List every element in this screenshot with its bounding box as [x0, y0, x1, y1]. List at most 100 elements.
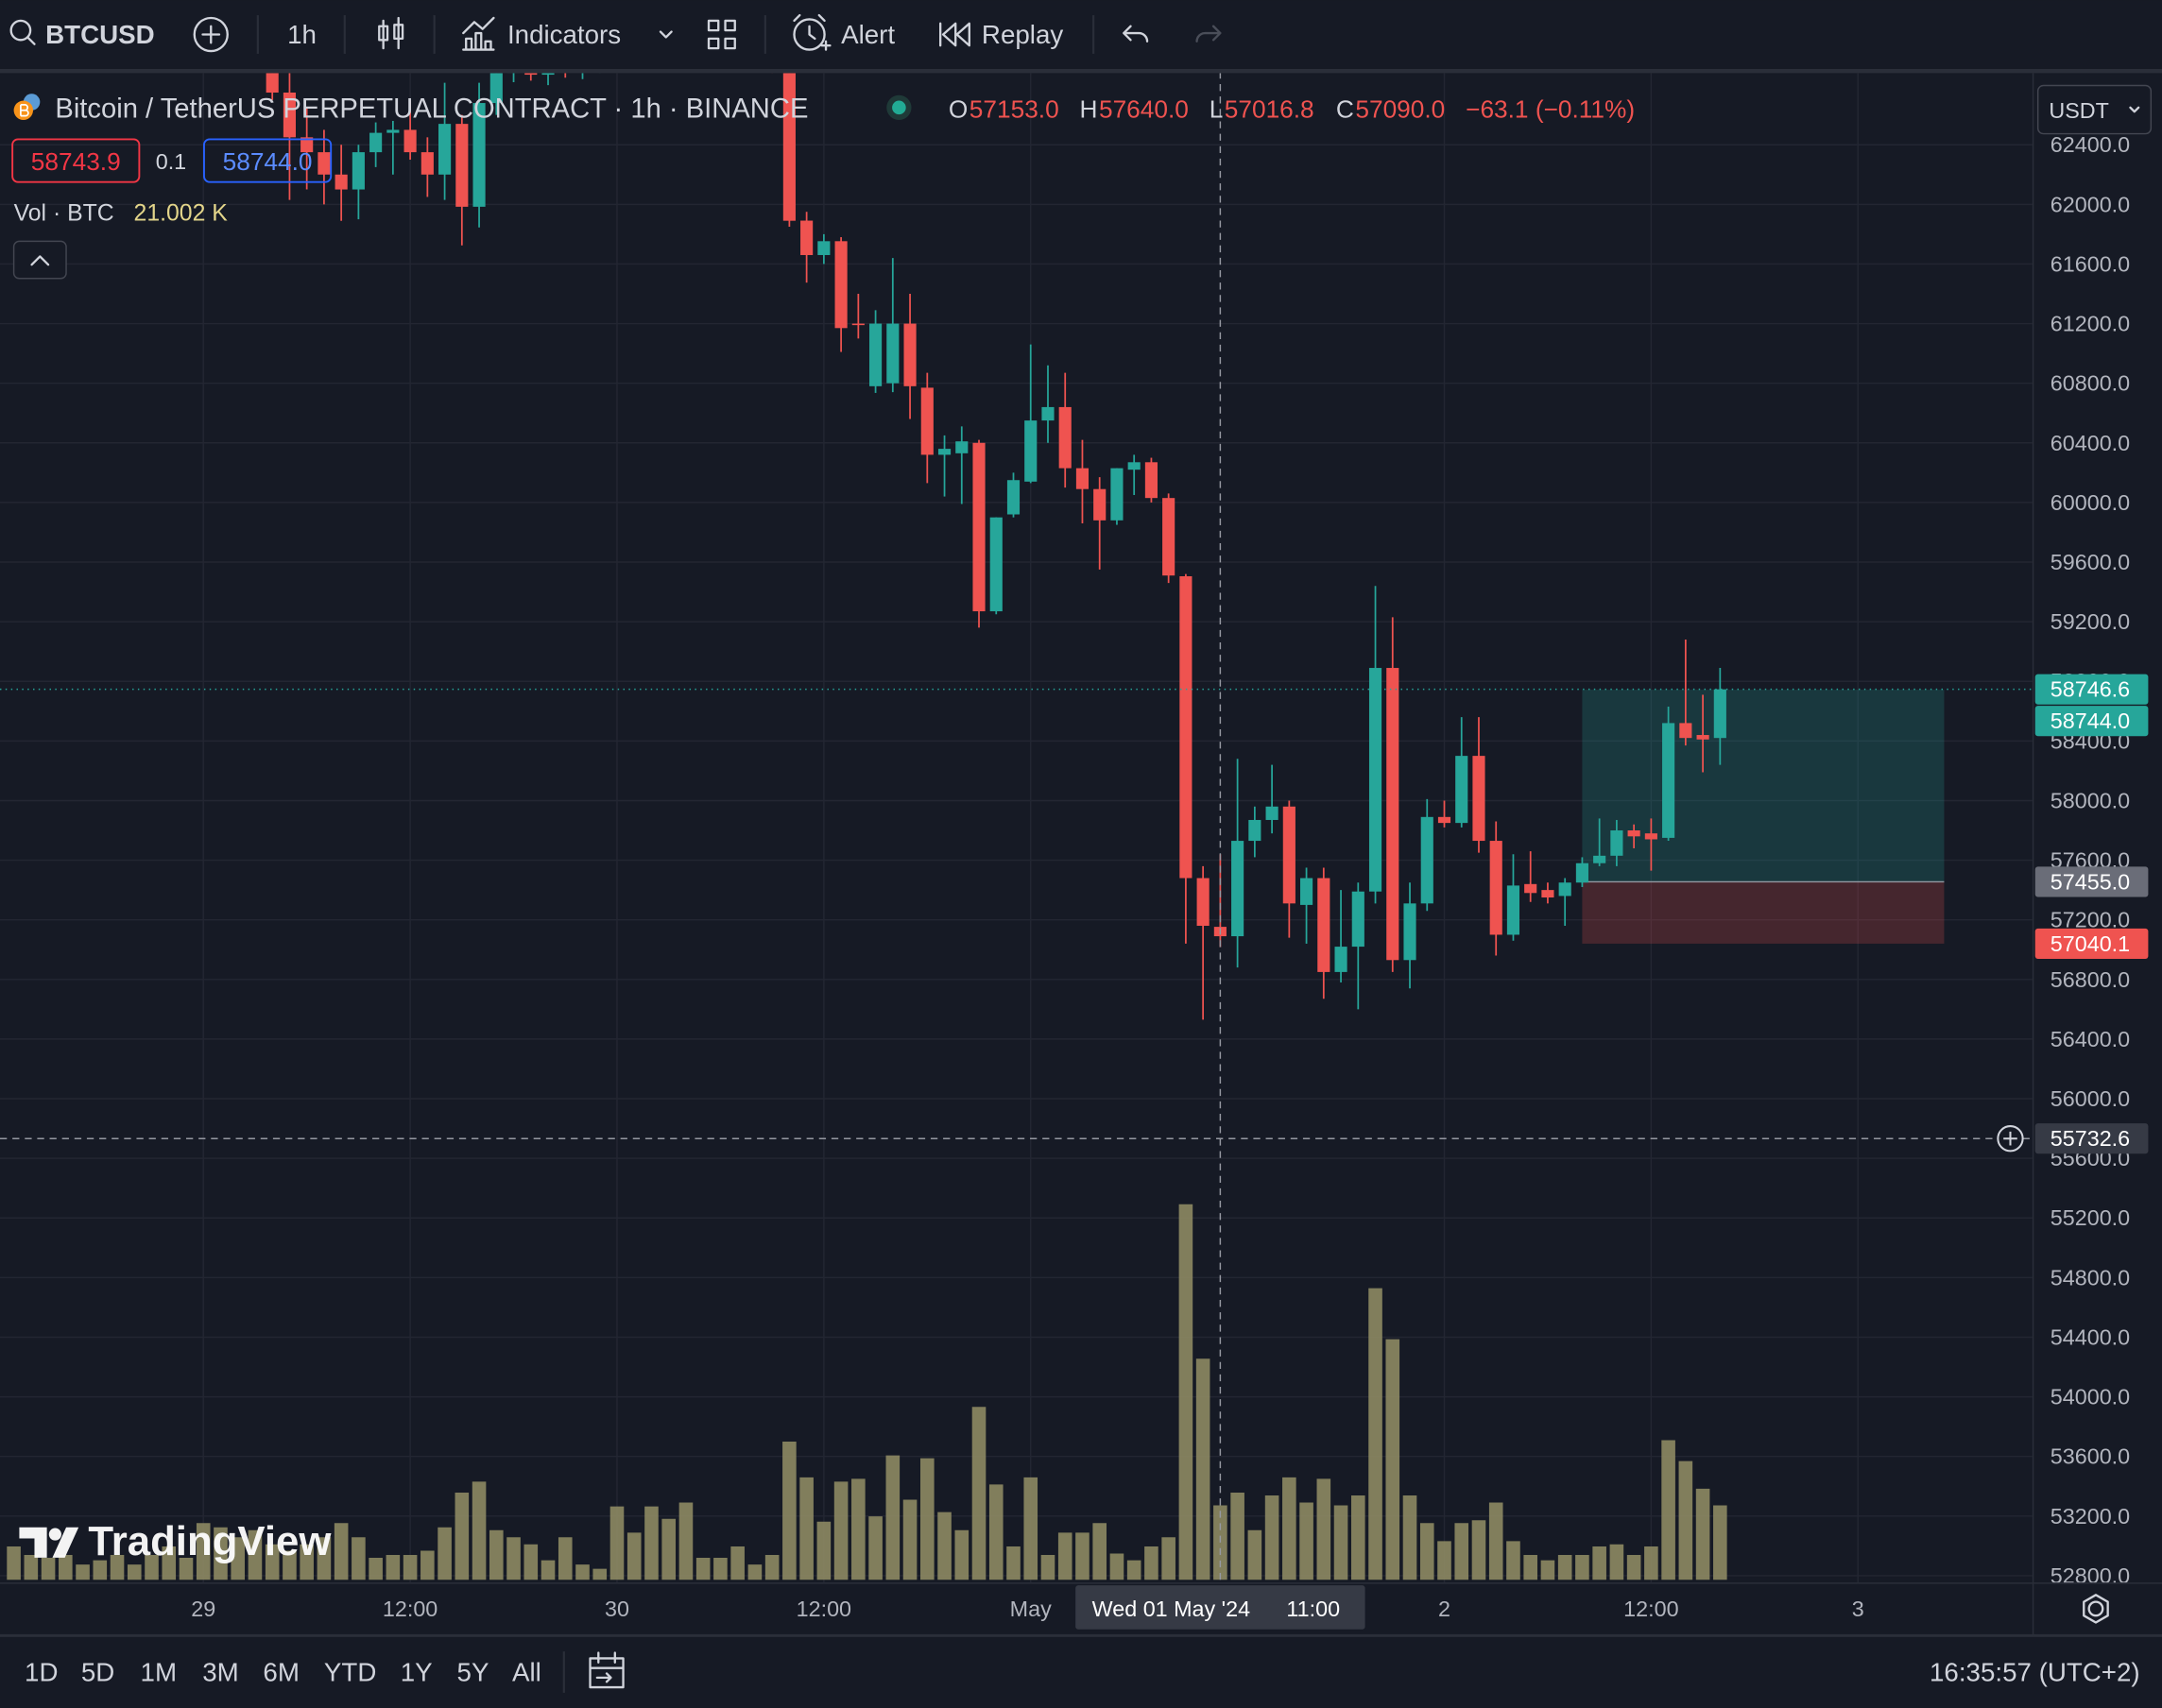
volume-bar	[678, 1502, 694, 1580]
market-status[interactable]	[892, 100, 906, 115]
interval[interactable]: 1h	[287, 20, 317, 49]
volume-bar	[1006, 1546, 1021, 1580]
collapse-icon[interactable]	[30, 255, 50, 266]
x-tick-label: 3	[1852, 1597, 1864, 1621]
volume-bar	[300, 1544, 314, 1580]
currency-select[interactable]	[2036, 84, 2153, 135]
candle-body	[1610, 830, 1623, 856]
alert-icon[interactable]	[793, 13, 832, 51]
volume-bar	[1264, 1495, 1279, 1580]
position-tool[interactable]	[1582, 690, 1945, 944]
chevron[interactable]	[659, 30, 673, 39]
settings-icon[interactable]	[2083, 1594, 2109, 1624]
candle-body	[1575, 863, 1588, 883]
volume-bar	[248, 1529, 263, 1580]
candle-body	[1403, 903, 1416, 961]
y-tick-label: 54400.0	[2050, 1324, 2130, 1349]
candle-body	[1713, 689, 1726, 739]
volume-bar	[179, 1558, 194, 1580]
volume-bar	[1075, 1532, 1090, 1580]
volume-bar	[265, 1544, 280, 1580]
crosshair-time: 11:00	[1286, 1597, 1340, 1621]
sell-price[interactable]: 58743.9	[31, 147, 121, 176]
range-button[interactable]: 1D	[25, 1658, 58, 1687]
indicators-button[interactable]: Indicators	[507, 20, 621, 49]
volume-bar	[24, 1555, 39, 1580]
candle-body	[1386, 668, 1399, 961]
plot-area	[0, 73, 2033, 1583]
compare-button[interactable]	[193, 16, 229, 53]
add-icon[interactable]	[193, 16, 229, 53]
volume-bar	[59, 1555, 73, 1580]
volume-bar	[369, 1558, 383, 1580]
volume-bar	[352, 1537, 366, 1580]
symbol-search[interactable]: BTCUSD	[9, 19, 155, 49]
candle-body	[317, 152, 331, 175]
replay-button[interactable]: Replay	[982, 20, 1063, 49]
symbol[interactable]: BTCUSD	[45, 20, 154, 49]
chart-type-icon[interactable]	[378, 16, 404, 50]
loss-zone[interactable]	[1582, 881, 1945, 944]
volume-bar	[988, 1484, 1004, 1580]
candle-body	[1696, 735, 1709, 740]
range-button[interactable]: 5D	[81, 1658, 114, 1687]
crosshair-date: Wed 01 May '24	[1092, 1597, 1250, 1621]
candle-body	[1644, 833, 1657, 840]
redo-icon[interactable]	[1195, 25, 1222, 43]
search-icon[interactable]	[26, 36, 36, 45]
search-icon[interactable]	[9, 19, 32, 42]
time-axis: 29 12:00 30 12:00 May 2 12:00 3 Wed 01 May '24 11…	[191, 1585, 1864, 1630]
volume-label[interactable]: Vol · BTC	[14, 201, 114, 227]
chevron[interactable]	[2129, 106, 2140, 113]
currency[interactable]: USDT	[2049, 98, 2109, 123]
x-tick-label: 30	[605, 1597, 629, 1621]
volume-bar	[231, 1537, 246, 1580]
volume-bar	[1282, 1477, 1296, 1580]
alert-icon[interactable]	[793, 18, 826, 51]
layout-icon[interactable]	[707, 19, 736, 50]
range-button[interactable]: 6M	[263, 1658, 300, 1687]
candle-body	[955, 441, 969, 453]
candle-body	[817, 241, 831, 255]
range-button[interactable]: YTD	[324, 1658, 376, 1687]
y-tick-label: 53600.0	[2050, 1444, 2130, 1469]
range-button[interactable]: 3M	[202, 1658, 239, 1687]
collapse-button[interactable]	[12, 240, 67, 280]
candle-body	[1472, 756, 1485, 842]
volume-bar	[626, 1532, 642, 1580]
grid	[0, 73, 2033, 1583]
candle-body	[1541, 890, 1554, 898]
candle-body	[506, 73, 521, 74]
profit-zone[interactable]	[1582, 690, 1945, 882]
buy-button[interactable]	[203, 138, 333, 183]
range-button[interactable]: 5Y	[457, 1658, 489, 1687]
y-tick-label: 53200.0	[2050, 1504, 2130, 1529]
add-icon[interactable]	[201, 25, 221, 44]
y-tick-label: 60800.0	[2050, 371, 2130, 396]
range-button[interactable]: All	[512, 1658, 541, 1687]
y-tick-label: 62400.0	[2050, 132, 2130, 157]
volume-bar	[1540, 1560, 1555, 1580]
buy-price[interactable]: 58744.0	[223, 147, 313, 176]
goto-date-icon[interactable]	[589, 1651, 625, 1689]
volume-bar	[1575, 1555, 1589, 1580]
price-label: 55732.6	[2050, 1126, 2130, 1151]
undo-icon[interactable]	[1123, 25, 1149, 43]
settings-icon[interactable]	[2087, 1600, 2104, 1617]
volume-bar	[609, 1506, 625, 1580]
replay-icon[interactable]	[938, 22, 970, 47]
clock[interactable]: 16:35:57 (UTC+2)	[1930, 1658, 2140, 1687]
alert-button[interactable]: Alert	[841, 20, 895, 49]
candle-body	[1334, 947, 1347, 972]
volume-bar	[851, 1478, 866, 1580]
symbol-title[interactable]: Bitcoin / TetherUS PERPETUAL CONTRACT · …	[55, 94, 808, 124]
candle-body	[1041, 406, 1055, 421]
add-alert-icon[interactable]	[2003, 1131, 2017, 1146]
volume-bar	[1506, 1541, 1520, 1580]
crosshair-time-bg	[1075, 1585, 1365, 1630]
range-button[interactable]: 1Y	[401, 1658, 433, 1687]
sell-button[interactable]	[11, 138, 141, 183]
range-button[interactable]: 1M	[141, 1658, 178, 1687]
candle-body	[1110, 468, 1124, 521]
indicators-icon[interactable]	[462, 16, 495, 51]
